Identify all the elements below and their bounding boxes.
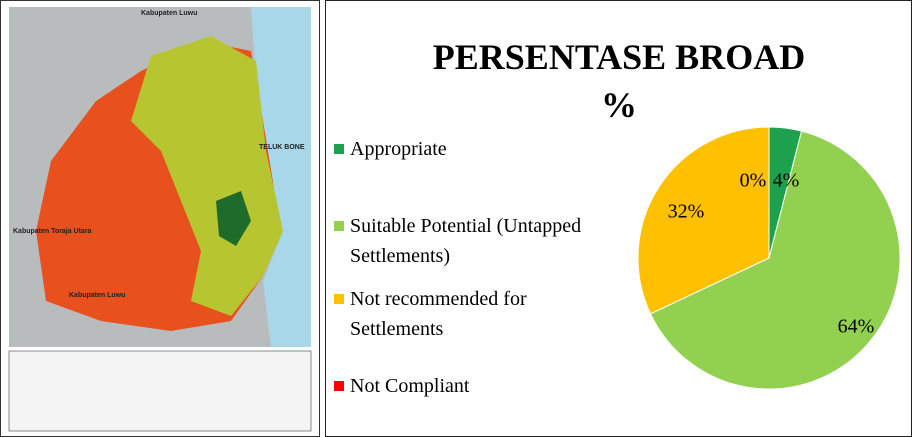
legend-item: Not recommended for Settlements	[334, 284, 604, 344]
legend-item: Suitable Potential (Untapped Settlements…	[334, 211, 604, 271]
map-legend	[9, 351, 311, 431]
legend-swatch	[334, 144, 344, 154]
legend-item: Not Compliant	[334, 371, 604, 401]
legend-swatch	[334, 381, 344, 391]
legend-swatch	[334, 294, 344, 304]
legend-label: Suitable Potential (Untapped Settlements…	[350, 211, 604, 271]
data-label: 32%	[668, 201, 705, 223]
data-label: 64%	[838, 316, 875, 338]
page: Kabupaten Luwu TELUK BONE Kabupaten Tora…	[0, 0, 912, 437]
legend-label: Not Compliant	[350, 371, 469, 401]
legend-label: Appropriate	[350, 134, 447, 164]
map-label: Kabupaten Luwu	[69, 292, 125, 299]
map-label: TELUK BONE	[259, 144, 305, 151]
data-label: 4%	[773, 170, 800, 192]
data-label: 0%	[740, 170, 767, 192]
legend-swatch	[334, 221, 344, 231]
map-label: Kabupaten Toraja Utara	[13, 228, 92, 235]
chart-panel: PERSENTASE BROAD % 4%64%32%0% Appropriat…	[325, 0, 912, 437]
legend-label: Not recommended for Settlements	[350, 284, 604, 344]
legend-item: Appropriate	[334, 134, 604, 164]
map-label: Kabupaten Luwu	[141, 10, 197, 17]
map: Kabupaten Luwu TELUK BONE Kabupaten Tora…	[0, 0, 320, 437]
